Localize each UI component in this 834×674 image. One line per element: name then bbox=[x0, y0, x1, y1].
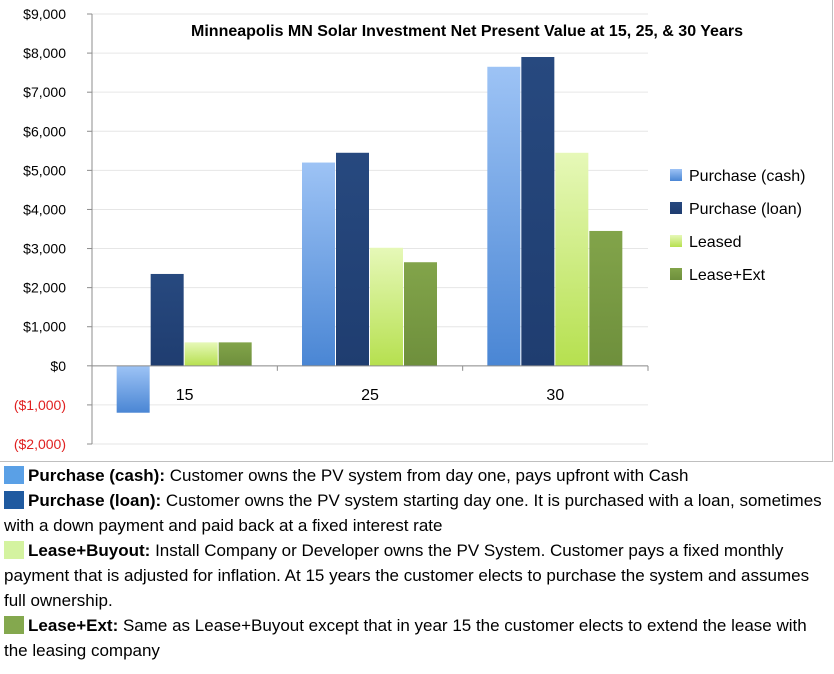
bar-chart: ($2,000) ($1,000) $0 $1,000 $2,000 $3,000 $4,0… bbox=[14, 6, 806, 452]
bar-lease-ext-15 bbox=[218, 342, 252, 366]
swatch-lease-ext bbox=[4, 616, 24, 634]
note-purchase-cash: Purchase (cash): Customer owns the PV sy… bbox=[0, 463, 834, 488]
bar-purchase-loan--30 bbox=[521, 57, 555, 366]
bar-purchase-cash--30 bbox=[487, 66, 521, 366]
swatch-purchase-cash bbox=[4, 466, 24, 484]
legend-label: Purchase (cash) bbox=[689, 168, 806, 185]
chart-frame bbox=[0, 0, 833, 462]
y-tick-label: $1,000 bbox=[23, 319, 66, 335]
y-tick-label: $6,000 bbox=[23, 123, 66, 139]
legend-notes: Purchase (cash): Customer owns the PV sy… bbox=[0, 463, 834, 663]
bar-purchase-cash--15 bbox=[116, 365, 150, 413]
x-tick-label: 25 bbox=[361, 387, 379, 404]
note-term: Lease+Buyout: bbox=[28, 541, 151, 560]
bar-purchase-loan--25 bbox=[336, 152, 369, 366]
x-tick-label: 15 bbox=[176, 387, 194, 404]
y-tick-label: $4,000 bbox=[23, 201, 66, 217]
note-text: Customer owns the PV system starting day… bbox=[4, 491, 822, 535]
legend-label: Leased bbox=[689, 234, 742, 251]
y-axis: ($2,000) ($1,000) $0 $1,000 $2,000 $3,000 $4,0… bbox=[14, 6, 93, 452]
note-term: Purchase (cash): bbox=[28, 466, 165, 485]
bar-purchase-loan--15 bbox=[150, 273, 184, 366]
y-tick-label: ($2,000) bbox=[14, 436, 66, 452]
y-tick-label: $0 bbox=[50, 358, 66, 374]
chart-area: ($2,000) ($1,000) $0 $1,000 $2,000 $3,000 $4,0… bbox=[0, 0, 833, 462]
x-tick-label: 30 bbox=[546, 387, 564, 404]
y-tick-label: $5,000 bbox=[23, 162, 66, 178]
legend-swatch bbox=[670, 169, 682, 181]
x-axis: 15 25 30 bbox=[92, 365, 649, 404]
bar-leased-25 bbox=[370, 247, 403, 366]
legend-swatch bbox=[670, 202, 682, 214]
chart-legend: Purchase (cash) Purchase (loan) Leased Leas… bbox=[670, 168, 806, 284]
y-tick-label: $7,000 bbox=[23, 84, 66, 100]
y-tick-label: $2,000 bbox=[23, 280, 66, 296]
note-text: Same as Lease+Buyout except that in year… bbox=[4, 616, 807, 660]
chart-title: Minneapolis MN Solar Investment Net Pres… bbox=[191, 23, 743, 40]
bar-leased-15 bbox=[184, 342, 218, 366]
bar-leased-30 bbox=[555, 152, 589, 366]
note-term: Lease+Ext: bbox=[28, 616, 119, 635]
y-tick-label: $8,000 bbox=[23, 45, 66, 61]
y-tick-label: $3,000 bbox=[23, 241, 66, 257]
swatch-lease-buyout bbox=[4, 541, 24, 559]
bar-lease-ext-30 bbox=[589, 230, 623, 366]
note-text: Customer owns the PV system from day one… bbox=[165, 466, 689, 485]
legend-label: Purchase (loan) bbox=[689, 201, 802, 218]
legend-swatch bbox=[670, 235, 682, 247]
note-term: Purchase (loan): bbox=[28, 491, 162, 510]
bars bbox=[116, 57, 623, 413]
bar-lease-ext-25 bbox=[404, 262, 437, 366]
y-tick-label: $9,000 bbox=[23, 6, 66, 22]
note-lease-ext: Lease+Ext: Same as Lease+Buyout except t… bbox=[0, 613, 834, 663]
bar-purchase-cash--25 bbox=[302, 162, 335, 366]
legend-swatch bbox=[670, 268, 682, 280]
note-text: Install Company or Developer owns the PV… bbox=[4, 541, 810, 610]
y-tick-label: ($1,000) bbox=[14, 397, 66, 413]
swatch-purchase-loan bbox=[4, 491, 24, 509]
legend-label: Lease+Ext bbox=[689, 267, 766, 284]
note-purchase-loan: Purchase (loan): Customer owns the PV sy… bbox=[0, 488, 834, 538]
note-lease-buyout: Lease+Buyout: Install Company or Develop… bbox=[0, 538, 834, 613]
